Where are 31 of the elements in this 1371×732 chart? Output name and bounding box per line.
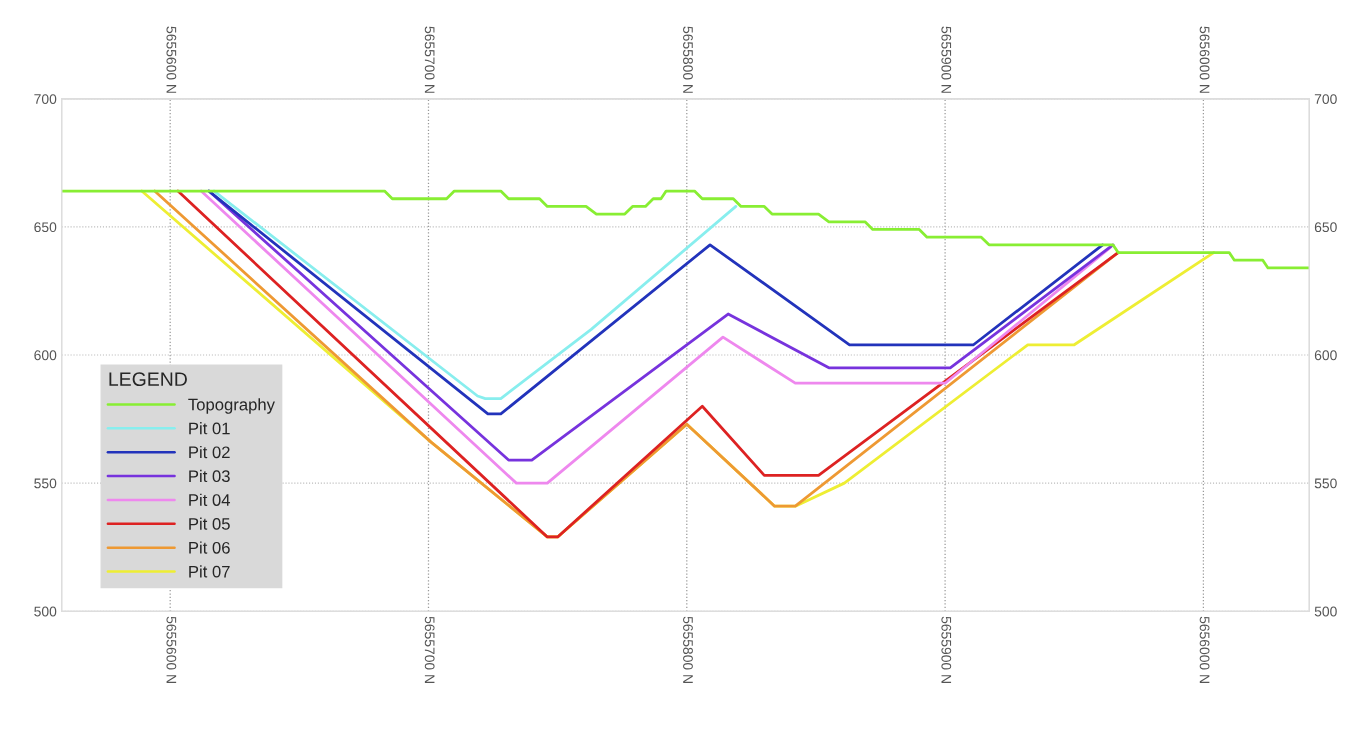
x2-tick-label: 5655900 N xyxy=(941,26,952,93)
y-tick-label: 600 xyxy=(34,350,57,361)
y2-tick-label: 700 xyxy=(1314,94,1337,104)
x2-tick-label: 5655700 N xyxy=(424,26,435,93)
y-tick-label: 500 xyxy=(34,606,57,617)
x-tick-label: 5655700 N xyxy=(424,616,435,683)
x-tick-label: 5655600 N xyxy=(166,616,177,683)
legend-label: Pit 05 xyxy=(189,517,230,530)
x2-tick-label: 5656000 N xyxy=(1199,26,1210,93)
y2-tick-label: 550 xyxy=(1314,478,1337,489)
x-tick-label: 5655800 N xyxy=(683,616,693,683)
legend-label: Pit 06 xyxy=(189,541,230,554)
legend-title: LEGEND xyxy=(109,372,187,387)
y-tick-label: 550 xyxy=(34,478,57,489)
legend-label: Pit 07 xyxy=(189,565,230,578)
y2-tick-label: 600 xyxy=(1314,350,1337,361)
x2-tick-label: 5655600 N xyxy=(166,26,177,93)
y2-tick-label: 650 xyxy=(1314,222,1337,233)
legend-label: Pit 03 xyxy=(189,469,230,483)
y2-tick-label: 500 xyxy=(1314,606,1337,617)
legend-label: Pit 01 xyxy=(189,422,230,435)
y-tick-label: 700 xyxy=(34,94,57,104)
line-series xyxy=(212,189,738,400)
legend-label: Topography xyxy=(188,398,275,414)
legend-label: Pit 02 xyxy=(189,445,230,459)
line-series xyxy=(61,189,1310,270)
legend-label: Pit 04 xyxy=(189,493,231,506)
x-tick-label: 5656000 N xyxy=(1199,616,1210,683)
x-tick-label: 5655900 N xyxy=(941,616,952,683)
x2-tick-label: 5655800 N xyxy=(683,26,693,93)
y-tick-label: 650 xyxy=(34,222,57,233)
